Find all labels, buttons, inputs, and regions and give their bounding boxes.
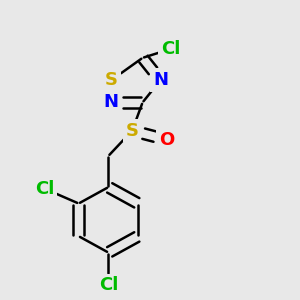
Text: Cl: Cl	[35, 180, 54, 198]
Text: Cl: Cl	[99, 276, 118, 294]
Text: S: S	[126, 122, 139, 140]
Text: N: N	[153, 71, 168, 89]
Text: S: S	[105, 71, 118, 89]
Text: O: O	[159, 130, 174, 148]
Text: N: N	[104, 93, 119, 111]
Text: Cl: Cl	[161, 40, 181, 58]
